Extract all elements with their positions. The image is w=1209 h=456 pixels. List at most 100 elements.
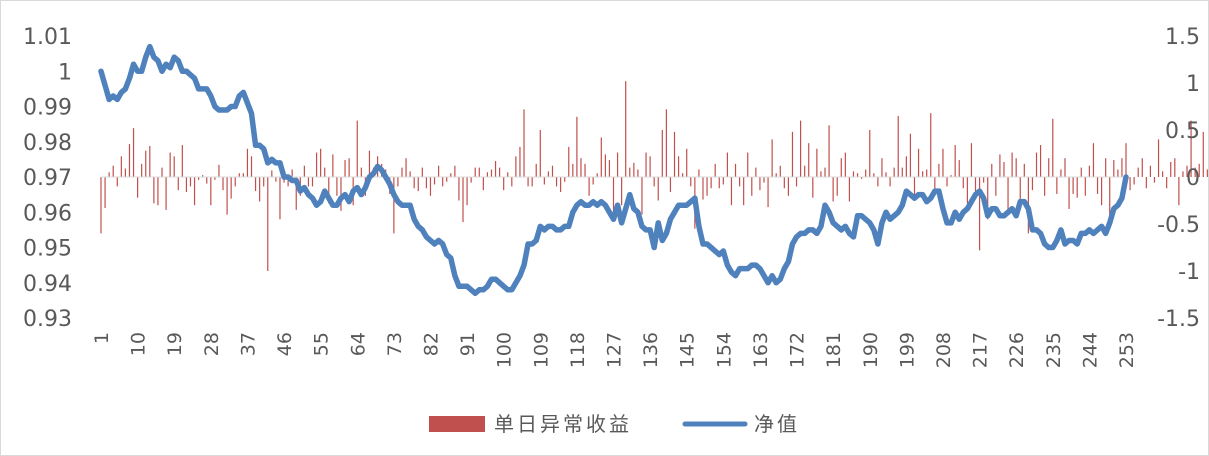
bar <box>1060 169 1062 177</box>
x-tick-label: 217 <box>970 332 992 368</box>
bar <box>531 177 533 187</box>
bar <box>1031 177 1034 191</box>
right-tick-label: -0.5 <box>1157 213 1200 238</box>
bar <box>987 177 989 220</box>
bar <box>848 177 851 202</box>
bar <box>1125 143 1127 177</box>
bar <box>413 177 415 189</box>
bar <box>820 171 822 177</box>
right-tick-label: 0.5 <box>1165 119 1200 144</box>
bar <box>942 148 944 177</box>
bar <box>177 177 179 191</box>
bar <box>706 177 708 196</box>
bar <box>633 162 635 177</box>
left-tick-label: 0.96 <box>23 201 72 226</box>
bar <box>1101 177 1103 206</box>
bar <box>649 156 651 177</box>
bar <box>625 81 627 177</box>
bar <box>356 120 358 177</box>
bar <box>677 156 680 177</box>
bar <box>564 177 566 182</box>
bar <box>999 154 1001 177</box>
bar <box>1109 177 1111 224</box>
bar <box>523 109 525 177</box>
bar <box>893 167 895 177</box>
bar <box>795 177 798 187</box>
bar <box>454 165 456 177</box>
bar <box>295 177 297 210</box>
bar <box>433 177 436 185</box>
bar <box>116 177 118 187</box>
bar <box>1048 158 1050 177</box>
bar <box>1023 163 1025 177</box>
bar <box>1092 143 1095 177</box>
bar <box>755 167 757 177</box>
bar <box>816 148 818 177</box>
bar <box>1015 158 1017 177</box>
bar <box>515 156 517 177</box>
bar <box>551 165 554 177</box>
bar <box>787 177 789 196</box>
right-tick-label: -1 <box>1178 260 1200 285</box>
bar <box>478 167 480 177</box>
bar <box>686 148 688 177</box>
bar <box>1011 152 1013 177</box>
bar <box>779 165 781 177</box>
x-tick-label: 37 <box>237 332 259 356</box>
bar <box>137 177 139 198</box>
bar <box>519 146 521 177</box>
x-tick-label: 118 <box>567 332 589 368</box>
x-axis: 1 10 19 28 37 46 55 64 73 82 91 100 109 118 127 136 145 1… <box>91 332 1138 368</box>
bar <box>124 168 126 177</box>
legend: 单日异常收益 净值 <box>429 412 797 436</box>
bar <box>1170 161 1172 177</box>
bar <box>934 177 936 194</box>
bar <box>930 113 932 177</box>
bar <box>592 177 594 185</box>
bar <box>718 177 720 189</box>
left-tick-label: 0.93 <box>23 307 72 332</box>
bar <box>486 172 489 177</box>
bar <box>250 156 253 177</box>
bar <box>917 148 920 177</box>
bar <box>474 167 476 177</box>
bar <box>238 173 240 177</box>
bar <box>775 173 777 177</box>
bar <box>315 152 318 177</box>
bar <box>450 173 452 177</box>
bar <box>1084 177 1086 196</box>
bar <box>621 177 623 206</box>
x-tick-label: 91 <box>457 332 479 356</box>
bar <box>832 177 834 202</box>
bar <box>629 167 631 177</box>
bar <box>852 171 855 177</box>
bar <box>954 145 956 177</box>
bar <box>913 177 916 200</box>
bar <box>747 152 749 177</box>
bar <box>336 177 338 196</box>
bar <box>738 177 741 187</box>
bar <box>267 177 269 271</box>
bar <box>507 172 509 177</box>
bar-series <box>100 81 1208 271</box>
bar <box>909 133 912 177</box>
bar <box>637 169 639 177</box>
left-tick-label: 1 <box>58 60 72 85</box>
bar <box>808 143 810 177</box>
x-tick-label: 244 <box>1079 332 1101 368</box>
bar <box>458 177 460 201</box>
bar <box>189 177 192 187</box>
bar <box>722 177 724 185</box>
bar <box>539 130 541 177</box>
bar <box>926 169 928 177</box>
bar <box>690 177 692 187</box>
x-tick-label: 73 <box>384 332 406 356</box>
bar <box>100 177 102 234</box>
bar <box>230 177 232 199</box>
bar <box>161 167 163 177</box>
bar <box>877 177 879 187</box>
x-tick-label: 181 <box>823 332 845 368</box>
bar <box>405 158 407 177</box>
bar <box>1068 177 1070 209</box>
bar <box>702 177 704 200</box>
